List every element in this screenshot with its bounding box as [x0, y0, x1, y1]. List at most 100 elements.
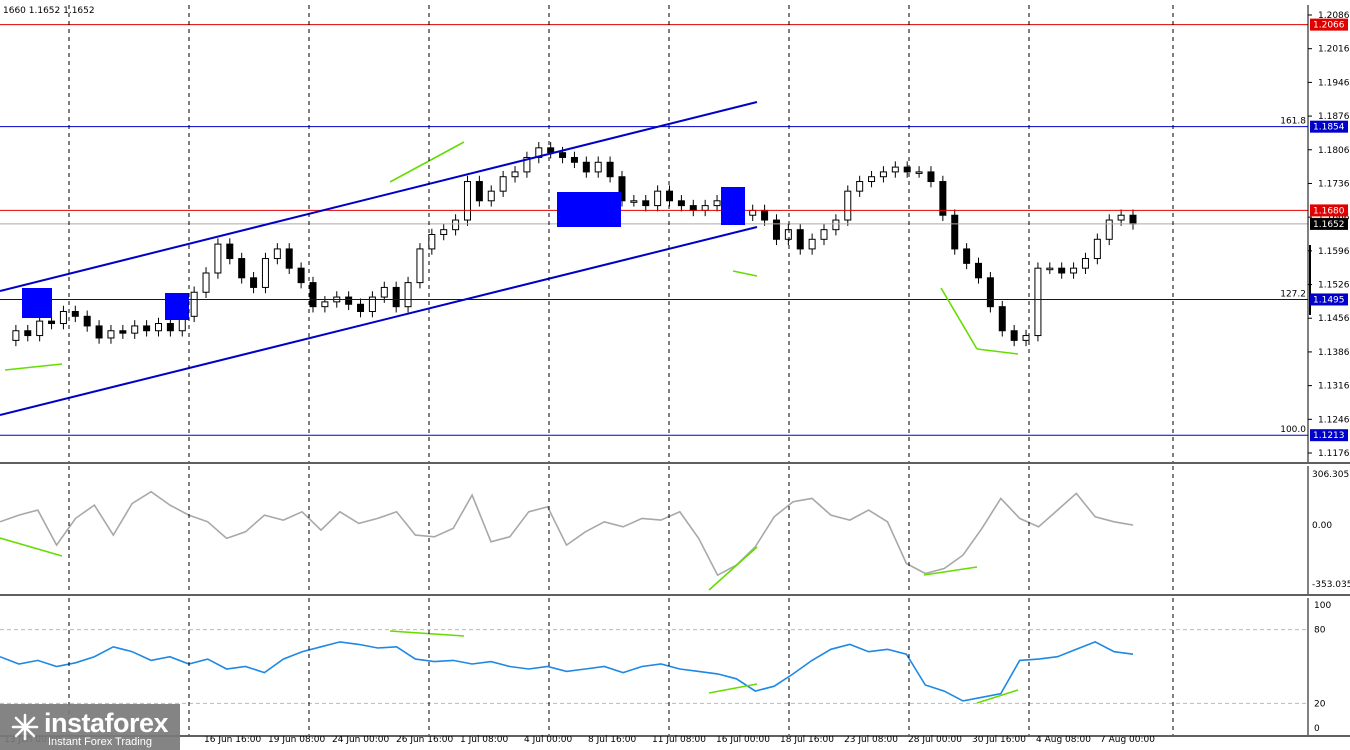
candle-body	[345, 296, 353, 305]
candle-body	[939, 181, 947, 216]
candle-body	[154, 323, 162, 332]
candle-body	[594, 161, 602, 173]
candle-body	[416, 248, 424, 284]
candle-body	[868, 176, 876, 183]
y-tick-label: 1.2086	[1318, 11, 1350, 21]
highlight-box	[557, 192, 621, 227]
cci-divergence-line	[923, 566, 978, 576]
highlight-box	[22, 288, 52, 318]
candle-body	[131, 325, 139, 334]
candle-body	[891, 166, 899, 173]
candle-body	[772, 219, 780, 240]
candle-body	[677, 200, 685, 207]
cci-line	[0, 490, 1134, 577]
instaforex-logo: instaforex Instant Forex Trading	[0, 704, 180, 750]
y-tick-label: 1.1946	[1318, 78, 1350, 88]
y-tick-label: 1.1246	[1318, 415, 1350, 425]
candle-body	[927, 171, 935, 183]
candle-body	[879, 171, 887, 178]
rsi-divergence-line	[708, 683, 758, 694]
candle-body	[380, 286, 388, 298]
candle-body	[285, 248, 293, 269]
candle-body	[36, 320, 44, 337]
candle-body	[261, 258, 269, 288]
x-tick-label: 11 Jul 08:00	[652, 735, 706, 745]
candle-body	[297, 267, 305, 284]
candle-body	[582, 161, 590, 173]
candle-body	[832, 219, 840, 231]
candle-body	[440, 229, 448, 235]
candle-body	[48, 320, 56, 325]
candle-body	[475, 181, 483, 202]
candle-body	[713, 200, 721, 207]
x-tick-label: 28 Jul 00:00	[908, 735, 962, 745]
candle-body	[951, 214, 959, 250]
candle-body	[856, 181, 864, 192]
y-tick-label: 1.1876	[1318, 112, 1350, 122]
candle-body	[618, 176, 626, 202]
rsi-divergence-line	[976, 689, 1019, 704]
y-tick-label: 1.2016	[1318, 45, 1350, 55]
price-panel: 1.2086 1.2016 1.1946 1.1876 1.1806 1.1736 1.16…	[0, 11, 1350, 459]
level-price-label: 1.1854	[1313, 123, 1345, 133]
highlight-box	[721, 187, 745, 225]
instaforex-star-icon	[11, 713, 39, 741]
candle-body	[986, 277, 994, 308]
level-price-box	[1310, 293, 1348, 306]
candle-body	[59, 310, 67, 325]
rsi-tick-label: 0	[1314, 724, 1320, 734]
rsi-panel: 100 80 20 0	[0, 601, 1331, 734]
x-tick-label: 24 Jun 00:00	[332, 735, 389, 745]
candle-body	[273, 248, 281, 260]
x-tick-label: 26 Jun 16:00	[396, 735, 453, 745]
x-tick-label: 1 Jul 08:00	[460, 735, 509, 745]
candle-body	[1022, 335, 1030, 341]
candle-body	[487, 190, 495, 202]
candle-body	[903, 166, 911, 173]
candle-body	[143, 325, 151, 332]
level-price-box	[1310, 429, 1348, 442]
y-tick-label: 1.1806	[1318, 146, 1350, 156]
x-tick-label: 19 Jun 08:00	[268, 735, 325, 745]
candle-body	[1129, 214, 1137, 225]
fib-level-label: 100.0	[1280, 425, 1306, 435]
candle-body	[511, 171, 519, 178]
y-tick-label: 1.1596	[1318, 247, 1350, 257]
cci-panel: 306.3051 0.00 -353.0356	[0, 470, 1350, 591]
level-price-label: 1.1495	[1313, 295, 1345, 305]
channel-lower-line	[0, 226, 758, 416]
candle-body	[523, 156, 531, 173]
fib-level-label: 127.2	[1280, 289, 1306, 299]
candle-body	[452, 219, 460, 231]
cci-divergence-line	[708, 546, 758, 591]
candle-body	[214, 243, 222, 274]
candle-body	[654, 190, 662, 207]
cci-tick-label: 0.00	[1312, 521, 1332, 531]
candle-body	[1105, 219, 1113, 240]
rsi-tick-label: 20	[1314, 699, 1326, 709]
rsi-tick-label: 80	[1314, 626, 1326, 636]
fib-level-label: 161.8	[1280, 117, 1306, 127]
y-tick-label: 1.1526	[1318, 281, 1350, 291]
logo-tagline: Instant Forex Trading	[48, 736, 152, 748]
x-tick-label: 8 Jul 16:00	[588, 735, 637, 745]
candle-body	[666, 190, 674, 202]
divergence-line	[976, 348, 1019, 355]
divergence-line	[940, 287, 978, 350]
candle-body	[321, 301, 329, 308]
level-price-box	[1310, 204, 1348, 217]
candle-body	[309, 282, 317, 308]
candle-body	[12, 330, 20, 341]
level-price-label: 1.1652	[1313, 220, 1345, 230]
channel-upper-line	[0, 101, 758, 292]
level-price-box	[1310, 18, 1348, 31]
x-tick-label: 16 Jun 16:00	[204, 735, 261, 745]
candle-body	[642, 200, 650, 207]
candle-body	[570, 156, 578, 163]
candle-body	[844, 190, 852, 221]
candle-body	[71, 310, 79, 317]
candle-body	[975, 262, 983, 279]
candle-body	[689, 205, 697, 211]
rsi-divergence-line	[389, 630, 465, 637]
level-price-label: 1.2066	[1313, 21, 1345, 31]
